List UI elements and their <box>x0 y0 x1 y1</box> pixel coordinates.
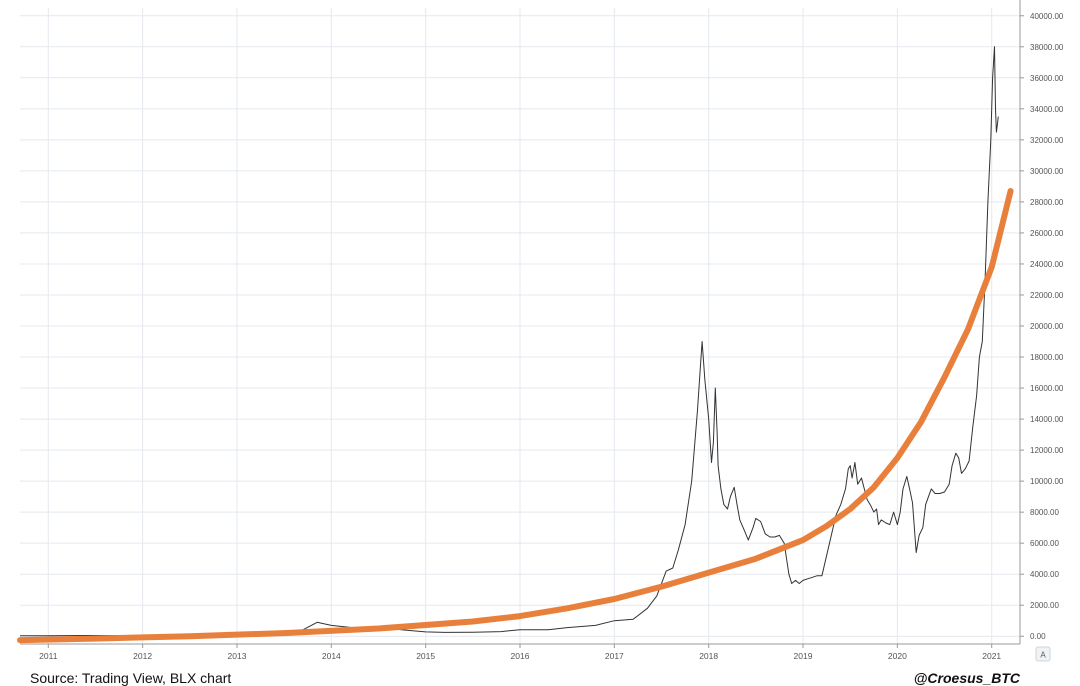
y-tick-label: 14000.00 <box>1030 415 1064 424</box>
y-tick-label: 38000.00 <box>1030 43 1064 52</box>
x-tick-label: 2015 <box>416 651 435 661</box>
y-tick-label: 2000.00 <box>1030 601 1059 610</box>
y-tick-label: 36000.00 <box>1030 74 1064 83</box>
y-tick-label: 4000.00 <box>1030 570 1059 579</box>
trend-curve-line <box>17 188 1014 644</box>
x-tick-label: 2016 <box>511 651 530 661</box>
y-tick-label: 40000.00 <box>1030 12 1064 21</box>
y-tick-label: 10000.00 <box>1030 477 1064 486</box>
y-tick-label: 32000.00 <box>1030 136 1064 145</box>
author-handle: @Croesus_BTC <box>913 670 1020 686</box>
y-tick-label: 18000.00 <box>1030 353 1064 362</box>
chart-svg: 0.00 2000.00 4000.00 6000.00 8000.00 10000.00… <box>17 0 1064 662</box>
y-tick-label: 12000.00 <box>1030 446 1064 455</box>
x-tick-label: 2014 <box>322 651 341 661</box>
y-tick-label: 0.00 <box>1030 632 1046 641</box>
x-tick-label: 2018 <box>699 651 718 661</box>
y-tick-label: 24000.00 <box>1030 260 1064 269</box>
source-caption: Source: Trading View, BLX chart <box>30 670 232 686</box>
x-tick-label: 2017 <box>605 651 624 661</box>
x-tick-label: 2013 <box>228 651 247 661</box>
y-tick-label: 20000.00 <box>1030 322 1064 331</box>
y-tick-label: 8000.00 <box>1030 508 1059 517</box>
x-tick-label: 2011 <box>39 651 58 661</box>
auto-scale-button[interactable] <box>1035 646 1051 662</box>
price-line <box>20 46 999 637</box>
y-tick-label: 6000.00 <box>1030 539 1059 548</box>
auto-scale-label: A <box>1040 651 1046 660</box>
y-tick-label: 26000.00 <box>1030 229 1064 238</box>
x-tick-label: 2012 <box>133 651 152 661</box>
x-tick-label: 2020 <box>888 651 907 661</box>
y-tick-label: 28000.00 <box>1030 198 1064 207</box>
y-tick-label: 16000.00 <box>1030 384 1064 393</box>
x-tick-label: 2019 <box>794 651 813 661</box>
y-tick-label: 30000.00 <box>1030 167 1064 176</box>
y-tick-label: 34000.00 <box>1030 105 1064 114</box>
x-tick-label: 2021 <box>982 651 1001 661</box>
y-tick-label: 22000.00 <box>1030 291 1064 300</box>
